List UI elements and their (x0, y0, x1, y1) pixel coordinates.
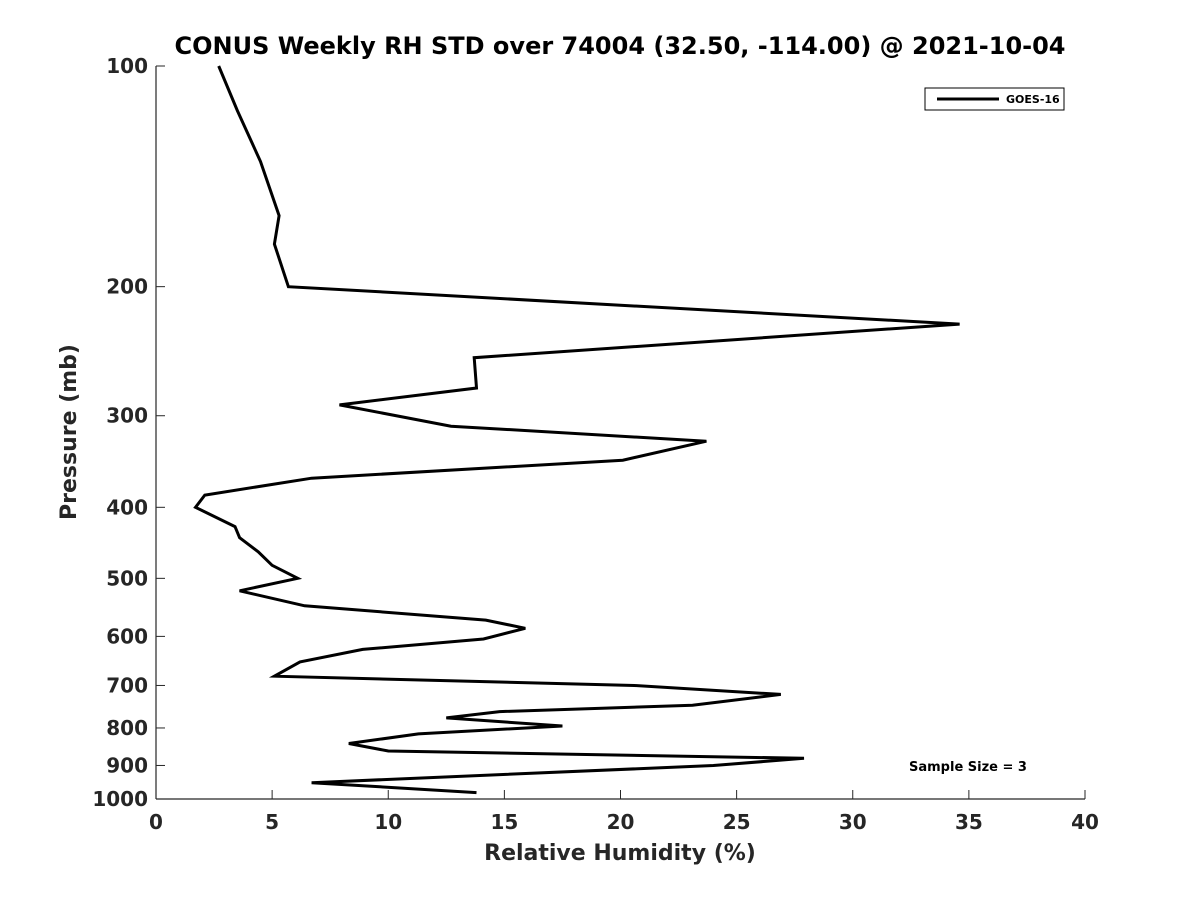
y-tick-label: 400 (106, 495, 148, 519)
y-tick-label: 500 (106, 566, 148, 590)
x-tick-label: 25 (723, 810, 751, 834)
x-tick-label: 35 (955, 810, 983, 834)
y-tick-label: 800 (106, 716, 148, 740)
y-tick-label: 700 (106, 673, 148, 697)
y-tick-label: 100 (106, 54, 148, 78)
x-axis-label: Relative Humidity (%) (484, 841, 756, 866)
series-line-goes-16 (193, 65, 960, 795)
x-tick-label: 0 (149, 810, 163, 834)
chart-title: CONUS Weekly RH STD over 74004 (32.50, -… (174, 32, 1065, 60)
y-tick-label: 200 (106, 275, 148, 299)
y-tick-label: 600 (106, 624, 148, 648)
sample-size-annotation: Sample Size = 3 (909, 760, 1027, 775)
y-axis-label: Pressure (mb) (57, 344, 82, 520)
x-axis-ticks: 0 5 10 15 20 25 30 35 40 (149, 790, 1099, 834)
legend-label: GOES-16 (1006, 93, 1060, 106)
x-tick-label: 30 (839, 810, 867, 834)
x-tick-label: 40 (1071, 810, 1099, 834)
x-tick-label: 20 (607, 810, 635, 834)
y-tick-label: 300 (106, 404, 148, 428)
legend: GOES-16 (924, 87, 1065, 111)
y-axis-ticks: 100 200 300 400 500 600 700 800 900 1000 (92, 54, 165, 811)
x-tick-label: 5 (265, 810, 279, 834)
x-tick-label: 10 (374, 810, 402, 834)
x-tick-label: 15 (490, 810, 518, 834)
data-series (193, 65, 960, 795)
y-tick-label: 900 (106, 753, 148, 777)
y-tick-label: 1000 (92, 787, 148, 811)
